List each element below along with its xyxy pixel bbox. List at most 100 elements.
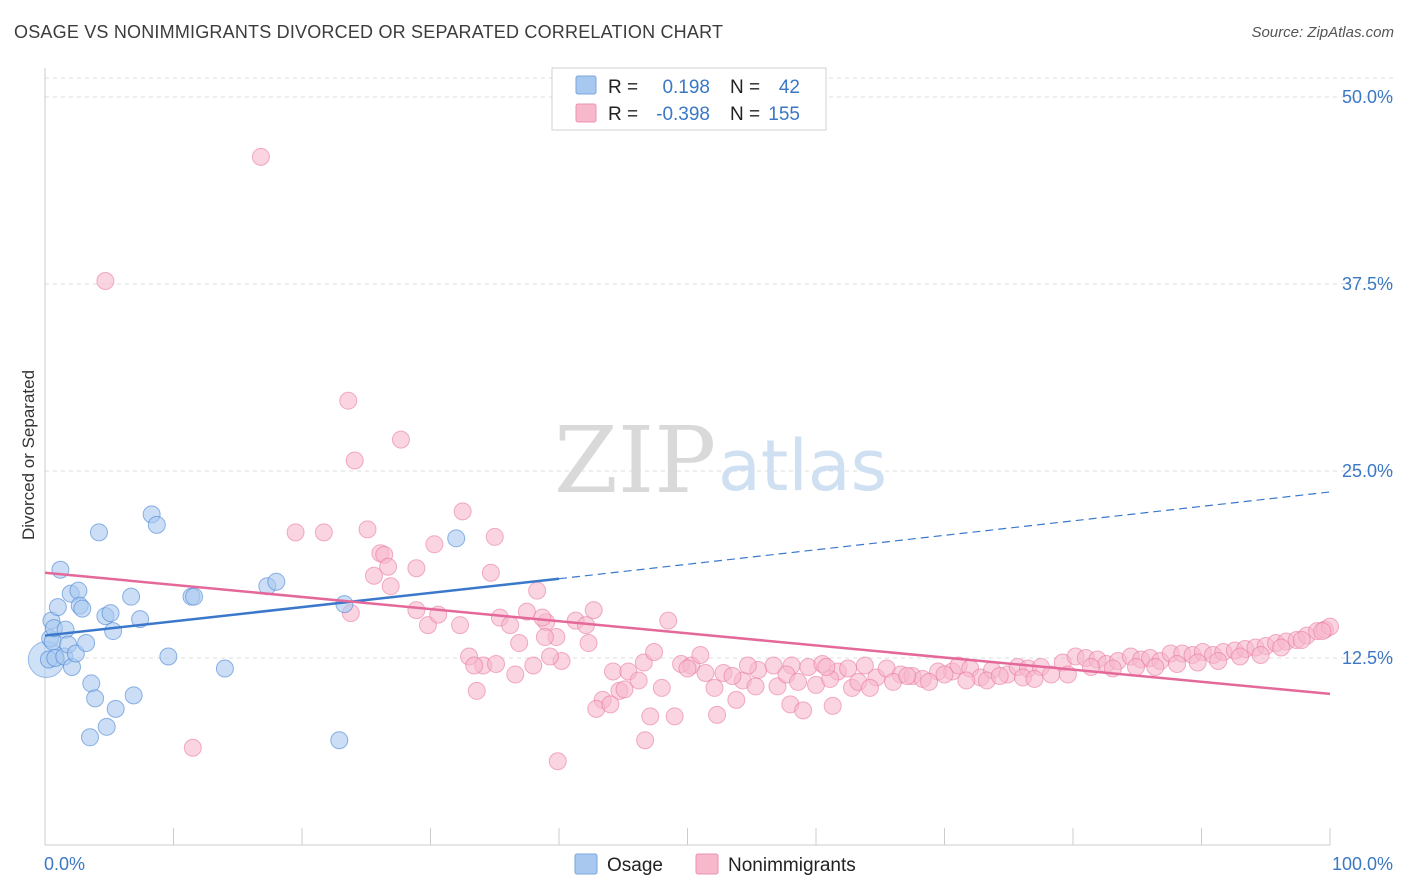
- osage-point: [56, 620, 75, 639]
- osage-series: [27, 505, 466, 750]
- osage-point: [82, 674, 101, 693]
- trend-lines: [44, 491, 1331, 696]
- nonimmigrants-point: [659, 611, 678, 630]
- bottom-legend-label-nonimmigrants: Nonimmigrants: [728, 855, 856, 876]
- nonimmigrants-point: [855, 656, 874, 675]
- nonimmigrants-point: [860, 678, 879, 697]
- nonimmigrants-point: [789, 672, 808, 691]
- nonimmigrants-point: [96, 272, 115, 291]
- nonimmigrants-point: [528, 581, 547, 600]
- nonimmigrants-point: [524, 656, 543, 675]
- gridlines: [45, 77, 1395, 659]
- bottom-legend-swatch-nonimmigrants: [695, 853, 719, 875]
- bottom-legend-label-osage: Osage: [607, 855, 663, 876]
- osage-point: [101, 604, 120, 623]
- x-tick-labels: 0.0% 100.0%: [44, 854, 1393, 874]
- osage-point: [104, 622, 123, 641]
- nonimmigrants-point: [935, 665, 954, 684]
- nonimmigrants-point: [467, 681, 486, 700]
- nonimmigrants-point: [678, 659, 697, 678]
- nonimmigrants-point: [708, 705, 727, 724]
- legend-r-label-nonimmigrants: R =: [608, 104, 638, 125]
- nonimmigrants-point: [501, 616, 520, 635]
- y-axis-title: Divorced or Separated: [19, 370, 38, 540]
- nonimmigrants-point: [723, 666, 742, 685]
- nonimmigrants-point: [465, 656, 484, 675]
- legend-r-value-nonimmigrants: -0.398: [656, 104, 710, 125]
- nonimmigrants-point: [381, 577, 400, 596]
- nonimmigrants-point: [510, 634, 529, 653]
- nonimmigrants-point: [485, 527, 504, 546]
- osage-point: [447, 529, 466, 548]
- nonimmigrants-point: [665, 707, 684, 726]
- nonimmigrants-point: [487, 654, 506, 673]
- osage-point: [185, 587, 204, 606]
- watermark: ZIP atlas: [554, 407, 887, 514]
- legend-r-value-osage: 0.198: [662, 77, 710, 98]
- watermark-zip: ZIP: [554, 407, 716, 514]
- nonimmigrants-point: [817, 657, 836, 676]
- nonimmigrants-point: [601, 695, 620, 714]
- nonimmigrants-point: [746, 677, 765, 696]
- nonimmigrants-point: [1231, 647, 1250, 666]
- nonimmigrants-point: [453, 502, 472, 521]
- nonimmigrants-point: [1126, 657, 1145, 676]
- nonimmigrants-point: [1313, 622, 1332, 641]
- x-tick-label-0: 0.0%: [44, 854, 85, 874]
- osage-point: [48, 598, 67, 617]
- nonimmigrants-point: [898, 666, 917, 685]
- osage-point: [89, 523, 108, 542]
- nonimmigrants-point: [794, 701, 813, 720]
- osage-point: [159, 647, 178, 666]
- osage-point: [86, 689, 105, 708]
- y-tick-label-1: 25.0%: [1342, 461, 1393, 481]
- osage-point: [97, 717, 116, 736]
- nonimmigrants-point: [535, 628, 554, 647]
- nonimmigrants-point: [379, 557, 398, 576]
- bottom-legend-swatch-osage: [574, 853, 598, 875]
- osage-trend-line: [44, 577, 560, 637]
- nonimmigrants-point: [957, 671, 976, 690]
- nonimmigrants-point: [506, 665, 525, 684]
- x-tick-label-1: 100.0%: [1332, 854, 1393, 874]
- y-tick-label-3: 50.0%: [1342, 87, 1393, 107]
- osage-point: [267, 572, 286, 591]
- osage-point: [80, 728, 99, 747]
- watermark-atlas: atlas: [718, 425, 887, 507]
- legend-swatch-osage: [575, 75, 597, 95]
- nonimmigrants-point: [738, 656, 757, 675]
- nonimmigrants-point: [579, 634, 598, 653]
- nonimmigrants-point: [1188, 653, 1207, 672]
- osage-point: [330, 731, 349, 750]
- nonimmigrants-point: [345, 451, 364, 470]
- legend-n-label-osage: N =: [730, 77, 760, 98]
- osage-point: [73, 599, 92, 618]
- nonimmigrants-point: [407, 601, 426, 620]
- legend-r-label-osage: R =: [608, 77, 638, 98]
- nonimmigrants-point: [1292, 631, 1311, 650]
- nonimmigrants-point: [541, 647, 560, 666]
- nonimmigrants-point: [920, 672, 939, 691]
- osage-point: [124, 686, 143, 705]
- legend-n-value-nonimmigrants: 155: [768, 104, 800, 125]
- nonimmigrants-point: [705, 678, 724, 697]
- nonimmigrants-point: [339, 391, 358, 410]
- y-tick-label-2: 37.5%: [1342, 274, 1393, 294]
- nonimmigrants-point: [603, 662, 622, 681]
- legend-swatch-nonimmigrants: [575, 103, 597, 123]
- nonimmigrants-point: [314, 523, 333, 542]
- chart-title: OSAGE VS NONIMMIGRANTS DIVORCED OR SEPAR…: [14, 22, 724, 42]
- nonimmigrants-point: [641, 707, 660, 726]
- nonimmigrants-point: [823, 696, 842, 715]
- nonimmigrants-series: [96, 147, 1339, 771]
- nonimmigrants-point: [615, 680, 634, 699]
- correlation-legend: R = 0.198 N = 42 R = -0.398 N = 155: [551, 67, 827, 131]
- nonimmigrants-trend-line: [44, 571, 1331, 696]
- nonimmigrants-point: [481, 563, 500, 582]
- nonimmigrants-point: [1146, 657, 1165, 676]
- nonimmigrants-point: [1251, 646, 1270, 665]
- y-tick-label-0: 12.5%: [1342, 648, 1393, 668]
- nonimmigrants-point: [584, 601, 603, 620]
- nonimmigrants-point: [364, 566, 383, 585]
- osage-point: [69, 581, 88, 600]
